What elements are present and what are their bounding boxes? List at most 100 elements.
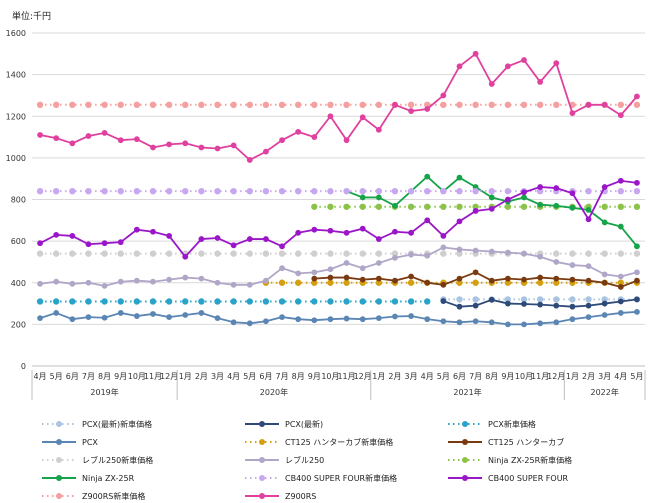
data-point (617, 177, 624, 184)
data-point (537, 274, 544, 281)
data-point (488, 277, 495, 284)
data-point (85, 187, 92, 195)
data-point (456, 303, 463, 310)
data-point (359, 250, 366, 257)
data-point (456, 279, 463, 286)
data-point (311, 275, 318, 282)
data-point (504, 300, 511, 307)
legend-swatch-marker (259, 475, 265, 481)
legend-item: PCX (42, 438, 98, 447)
legend-item: Z900RS新車価格 (42, 491, 145, 501)
data-point (424, 252, 431, 259)
data-point (359, 101, 366, 109)
legend-label: CB400 SUPER FOUR新車価格 (285, 473, 397, 483)
data-point (488, 194, 495, 201)
data-point (52, 101, 60, 109)
series-line (39, 246, 638, 287)
data-point (408, 229, 414, 236)
data-point (327, 227, 334, 234)
data-point (263, 277, 269, 284)
series-7 (37, 244, 640, 289)
x-tick-label: 7月 (82, 372, 95, 381)
x-tick-label: 2月 (195, 372, 208, 381)
x-tick-label: 4月 (227, 372, 240, 381)
legend-swatch-marker (56, 493, 62, 499)
data-point (569, 316, 576, 323)
data-point (504, 196, 511, 203)
data-point (408, 313, 414, 319)
data-point (53, 310, 60, 316)
series-6 (36, 250, 641, 257)
data-point (214, 315, 221, 322)
x-tick-label: 12月 (547, 372, 565, 381)
data-point (359, 194, 366, 201)
data-point (343, 137, 350, 144)
data-point (456, 63, 463, 70)
data-point (278, 101, 286, 109)
data-point (424, 203, 431, 210)
x-tick-label: 3月 (211, 372, 224, 381)
data-point (133, 226, 140, 233)
data-point (504, 249, 511, 256)
data-point (569, 276, 576, 283)
data-point (440, 250, 447, 257)
legend-label: PCX(最新) (285, 419, 323, 429)
data-point (392, 228, 398, 235)
data-point (101, 250, 108, 257)
data-point (617, 101, 625, 109)
legend-swatch-marker (259, 457, 265, 463)
data-point (117, 187, 124, 195)
data-point (601, 219, 608, 226)
data-point (504, 101, 512, 109)
data-point (569, 110, 576, 117)
y-tick-label: 200 (11, 320, 26, 329)
data-point (536, 187, 544, 195)
data-point (85, 298, 92, 305)
data-point (149, 298, 157, 305)
data-point (53, 231, 60, 238)
data-point (440, 281, 447, 288)
data-point (246, 157, 253, 163)
data-point (472, 187, 479, 195)
data-point (101, 240, 108, 247)
data-point (69, 233, 76, 239)
legend-swatch-marker (259, 421, 265, 427)
data-point (504, 187, 512, 195)
data-point (553, 101, 560, 109)
x-tick-label: 8月 (98, 372, 111, 381)
data-point (569, 296, 576, 303)
data-point (633, 101, 641, 109)
series-2 (36, 298, 431, 305)
data-point (424, 106, 431, 112)
series-line (39, 52, 638, 162)
data-point (214, 101, 221, 109)
data-point (327, 274, 334, 281)
legend-label: PCX新車価格 (488, 419, 536, 429)
data-point (456, 319, 463, 326)
legend-swatch-marker (462, 439, 468, 445)
data-point (166, 314, 173, 320)
data-point (634, 93, 640, 100)
data-point (69, 316, 76, 323)
data-point (601, 250, 608, 257)
data-point (569, 190, 576, 197)
legend-item: PCX(最新) (245, 419, 323, 429)
x-tick-label: 11月 (144, 372, 162, 381)
data-point (585, 314, 592, 320)
legend-swatch-marker (462, 421, 468, 427)
data-point (182, 253, 189, 260)
grid (32, 32, 645, 367)
data-point (440, 203, 447, 210)
data-point (85, 101, 92, 109)
legend-label: PCX(最新)新車価格 (82, 419, 152, 429)
data-point (53, 135, 60, 142)
data-point (391, 298, 399, 305)
data-point (488, 205, 495, 212)
data-point (182, 298, 189, 305)
data-point (214, 279, 221, 286)
data-point (472, 269, 479, 276)
data-point (262, 250, 270, 257)
data-point (182, 101, 189, 109)
data-point (278, 279, 286, 286)
data-point (617, 279, 625, 286)
